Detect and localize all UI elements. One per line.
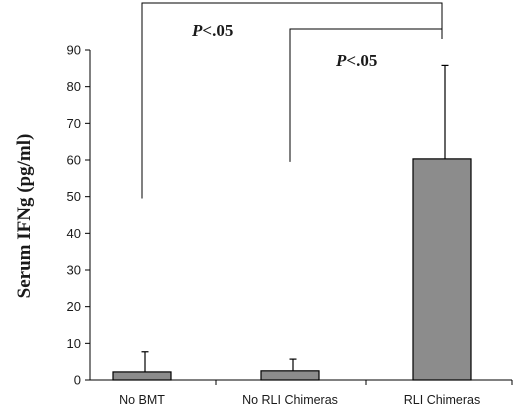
significance-bracket — [141, 2, 443, 199]
significance-brackets: P<.05 P<.05 — [141, 2, 443, 199]
bars — [112, 158, 472, 381]
error-bars — [141, 64, 449, 372]
bar — [412, 158, 472, 381]
y-tick-label: 10 — [67, 336, 81, 351]
y-tick-label: 60 — [67, 153, 81, 168]
y-tick-label: 80 — [67, 79, 81, 94]
y-tick-label: 90 — [67, 43, 81, 58]
y-tick-label: 30 — [67, 263, 81, 278]
y-tick-label: 40 — [67, 226, 81, 241]
category-labels: No BMT No RLI Chimeras RLI Chimeras — [119, 393, 480, 407]
y-ticks: 0 10 20 30 40 50 60 70 80 90 — [67, 43, 90, 388]
axes — [89, 50, 513, 385]
y-tick-label: 50 — [67, 189, 81, 204]
bar — [260, 370, 320, 381]
x-tick-label: RLI Chimeras — [404, 393, 480, 407]
significance-label: P<.05 — [191, 21, 233, 40]
y-tick-label: 0 — [74, 373, 81, 388]
y-axis-label: Serum IFNg (pg/ml) — [14, 134, 35, 299]
x-tick-label: No RLI Chimeras — [242, 393, 338, 407]
y-tick-label: 20 — [67, 299, 81, 314]
y-tick-label: 70 — [67, 116, 81, 131]
x-tick-label: No BMT — [119, 393, 165, 407]
bar — [112, 371, 172, 381]
significance-bracket — [289, 28, 443, 162]
significance-label: P<.05 — [335, 51, 377, 70]
